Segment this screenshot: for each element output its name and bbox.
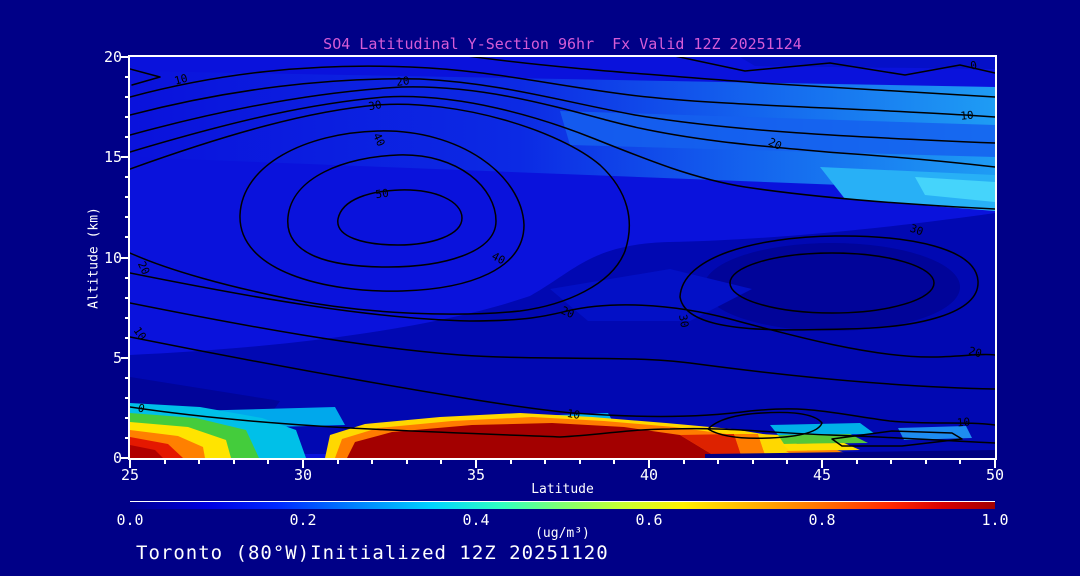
y-minor-tick [125, 296, 130, 299]
x-tick-label: 30 [293, 466, 313, 484]
y-minor-tick [125, 336, 130, 339]
x-major-tick [302, 459, 304, 468]
x-tick-label: 50 [985, 466, 1005, 484]
x-minor-tick [267, 459, 270, 464]
x-minor-tick [786, 459, 789, 464]
x-minor-tick [751, 459, 754, 464]
contour-label: 30 [676, 313, 691, 328]
x-minor-tick [371, 459, 374, 464]
y-tick-label: 5 [112, 348, 122, 367]
y-major-tick [121, 457, 130, 459]
y-axis-label: Altitude (km) [86, 207, 102, 309]
x-tick-label: 40 [639, 466, 659, 484]
y-tick-label: 15 [103, 148, 122, 167]
x-minor-tick [855, 459, 858, 464]
contour-label: 20 [135, 259, 152, 277]
contour-label: 10 [956, 415, 970, 429]
x-minor-tick [717, 459, 720, 464]
x-axis-label: Latitude [531, 482, 594, 497]
contour-labels: 10 20 30 40 50 40 20 0 10 20 30 30 20 10 10 20 10 0 [131, 59, 984, 430]
contour-label: 50 [375, 187, 390, 202]
x-minor-tick [613, 459, 616, 464]
right-dark-core [704, 243, 960, 331]
x-minor-tick [578, 459, 581, 464]
contour-label: 40 [490, 250, 508, 268]
surface-hot-band [325, 413, 995, 458]
y-minor-tick [125, 176, 130, 179]
colorbar-units-label: (ug/m³) [535, 526, 590, 541]
y-minor-tick [125, 116, 130, 119]
y-tick-label: 20 [103, 48, 122, 66]
x-major-tick [475, 459, 477, 468]
x-major-tick [648, 459, 650, 468]
contour-label: 0 [136, 401, 146, 415]
x-minor-tick [198, 459, 201, 464]
x-minor-tick [232, 459, 235, 464]
x-minor-tick [959, 459, 962, 464]
x-minor-tick [924, 459, 927, 464]
y-minor-tick [125, 276, 130, 279]
y-tick-label: 10 [103, 248, 122, 267]
y-tick-label: 0 [112, 449, 122, 467]
x-tick-label: 35 [466, 466, 486, 484]
contour-plot: 10 20 30 40 50 40 20 0 10 20 30 30 20 10 10 20 10 0 [130, 57, 995, 458]
x-minor-tick [163, 459, 166, 464]
y-minor-tick [125, 436, 130, 439]
x-minor-tick [405, 459, 408, 464]
x-major-tick [821, 459, 823, 468]
colorbar-tick-label: 0.8 [808, 511, 836, 529]
upper-bright-strip [560, 111, 995, 157]
contour-label: 20 [395, 74, 410, 89]
colorbar-tick-label: 0.0 [116, 511, 144, 529]
y-minor-tick [125, 236, 130, 239]
y-minor-tick [125, 76, 130, 79]
y-major-tick [121, 356, 130, 359]
contour-label: 10 [960, 109, 974, 123]
contour-label: 10 [566, 407, 581, 422]
contour-label: 20 [766, 135, 784, 152]
y-major-tick [121, 156, 130, 159]
x-minor-tick [440, 459, 443, 464]
y-major-tick [121, 56, 130, 58]
contour-label: 20 [559, 304, 577, 321]
y-minor-tick [125, 376, 130, 379]
x-minor-tick [890, 459, 893, 464]
right-cyan-core [915, 177, 995, 202]
x-major-tick [994, 459, 996, 468]
colorbar-tick-label: 1.0 [981, 511, 1009, 529]
contour-label: 30 [367, 98, 382, 113]
surface-hotspot-left [130, 403, 306, 458]
y-minor-tick [125, 196, 130, 199]
y-major-tick [121, 256, 130, 259]
colorbar-tick-label: 0.2 [289, 511, 317, 529]
footer-run-info: Toronto (80°W)Initialized 12Z 20251120 [136, 542, 609, 564]
colorbar-tick-label: 0.4 [462, 511, 490, 529]
contour-label: 20 [967, 344, 983, 360]
x-minor-tick [544, 459, 547, 464]
chart-title: SO4 Latitudinal Y-Section 96hr Fx Valid … [323, 35, 802, 53]
x-minor-tick [682, 459, 685, 464]
contour-label: 0 [969, 59, 978, 73]
contour-label: 10 [173, 72, 189, 88]
x-tick-label: 45 [812, 466, 832, 484]
contour-label: 30 [908, 222, 925, 239]
colorbar-tick-label: 0.6 [635, 511, 663, 529]
x-tick-label: 25 [120, 466, 140, 484]
y-minor-tick [125, 396, 130, 399]
contour-fills [130, 57, 995, 458]
colorbar [130, 501, 995, 509]
y-minor-tick [125, 316, 130, 319]
contour-label: 40 [370, 131, 387, 149]
x-major-tick [129, 459, 131, 468]
y-minor-tick [125, 136, 130, 139]
y-minor-tick [125, 416, 130, 419]
y-minor-tick [125, 216, 130, 219]
contour-label: 10 [131, 325, 149, 343]
x-minor-tick [336, 459, 339, 464]
contour-lines [130, 57, 995, 447]
x-minor-tick [509, 459, 512, 464]
y-minor-tick [125, 96, 130, 99]
